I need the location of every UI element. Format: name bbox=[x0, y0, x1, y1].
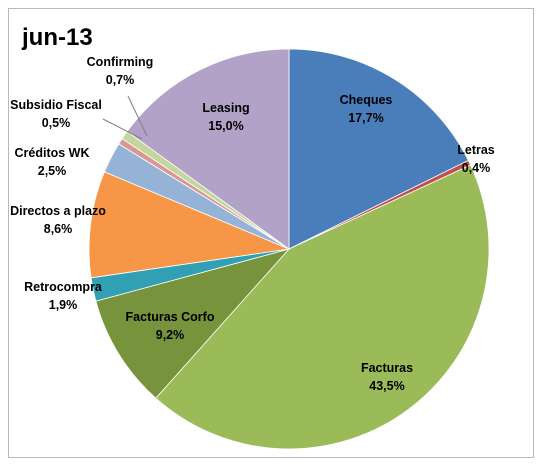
slice-value-subsidio-fiscal: 0,5% bbox=[42, 116, 71, 130]
slice-label-directos-a-plazo: Directos a plazo bbox=[10, 204, 106, 218]
pie-slice-directos-a-plazo bbox=[88, 171, 291, 279]
slice-value-cheques: 17,7% bbox=[348, 111, 383, 125]
pie-slice-cheques bbox=[288, 48, 469, 250]
slice-label-retrocompra: Retrocompra bbox=[24, 280, 103, 294]
pie-slice-facturas-corfo bbox=[95, 248, 291, 399]
slice-value-retrocompra: 1,9% bbox=[49, 298, 78, 312]
slice-value-leasing: 15,0% bbox=[208, 119, 243, 133]
slice-label-leasing: Leasing bbox=[202, 101, 249, 115]
chart-title: jun-13 bbox=[22, 24, 93, 51]
slice-label-facturas-corfo: Facturas Corfo bbox=[126, 310, 215, 324]
slice-value-directos-a-plazo: 8,6% bbox=[44, 222, 73, 236]
slice-label-subsidio-fiscal: Subsidio Fiscal bbox=[10, 98, 102, 112]
slice-value-creditos-wk: 2,5% bbox=[38, 164, 67, 178]
leader-line-confirming bbox=[127, 95, 148, 137]
slice-label-cheques: Cheques bbox=[340, 93, 393, 107]
slice-value-facturas-corfo: 9,2% bbox=[156, 328, 185, 342]
pie-slices bbox=[88, 48, 490, 450]
slice-value-confirming: 0,7% bbox=[106, 73, 135, 87]
pie-slice-leasing bbox=[126, 48, 290, 250]
slice-value-facturas: 43,5% bbox=[369, 379, 404, 393]
pie-labels: Cheques 17,7% Letras 0,4% Facturas 43,5% Factu… bbox=[10, 55, 495, 393]
slice-label-creditos-wk: Créditos WK bbox=[15, 146, 90, 160]
slice-label-facturas: Facturas bbox=[361, 361, 413, 375]
slice-label-letras: Letras bbox=[457, 143, 495, 157]
slice-label-confirming: Confirming bbox=[87, 55, 154, 69]
pie-slice-facturas bbox=[155, 164, 490, 450]
slice-value-letras: 0,4% bbox=[462, 161, 491, 175]
leader-line-subsidio-fiscal bbox=[102, 118, 143, 140]
